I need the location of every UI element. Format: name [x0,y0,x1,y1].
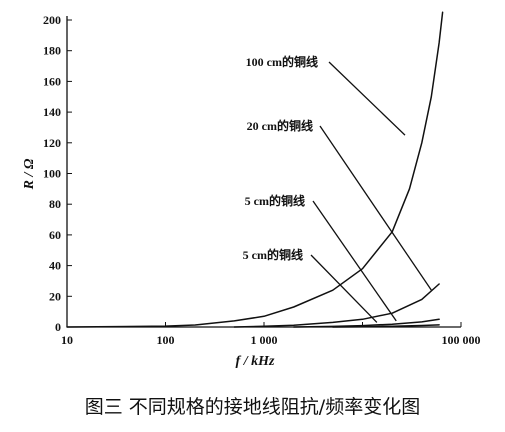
y-axis-title: R / Ω [22,158,37,190]
series-line-3 [292,318,440,328]
series-line-4 [332,324,440,328]
annotation-label-2: 20 cm的铜线 [247,118,313,133]
annotation-pointer-1 [328,61,406,136]
figure-caption: 图三 不同规格的接地线阻抗/频率变化图 [84,396,421,418]
series-line-1 [66,11,444,328]
y-tick-label: 20 [49,289,61,303]
y-tick-label: 180 [43,44,61,58]
y-tick-label: 160 [43,74,61,88]
x-tick-label: 100 000 [442,333,481,347]
annotations: 100 cm的铜线 20 cm的铜线 5 cm的铜线 5 cm的铜线 [243,54,432,323]
x-tick-label: 100 [157,333,175,347]
x-axis-title: f / kHz [236,354,275,369]
x-tick-label: 1 000 [251,333,278,347]
x-tick-label: 10 [61,333,73,347]
y-tick-label: 80 [49,197,61,211]
series-line-2 [233,283,440,328]
annotation-label-1: 100 cm的铜线 [246,54,318,69]
y-tick-label: 100 [43,167,61,181]
y-tick-label: 120 [43,136,61,150]
y-tick-label: 40 [49,259,61,273]
y-tick-label: 200 [43,13,61,27]
annotation-pointer-4 [310,254,378,323]
annotation-label-4: 5 cm的铜线 [243,247,303,262]
annotation-label-3: 5 cm的铜线 [245,193,305,208]
y-tick-label: 0 [55,320,61,334]
annotation-pointer-2 [319,125,432,291]
y-tick-label: 60 [49,228,61,242]
series-lines [66,11,444,328]
x-axis-ticks: 10 100 1 000 100 000 [61,322,481,347]
annotation-pointer-3 [312,200,397,322]
y-axis-ticks: 0 20 40 60 80 100 120 140 160 180 200 [43,13,72,334]
y-tick-label: 140 [43,105,61,119]
